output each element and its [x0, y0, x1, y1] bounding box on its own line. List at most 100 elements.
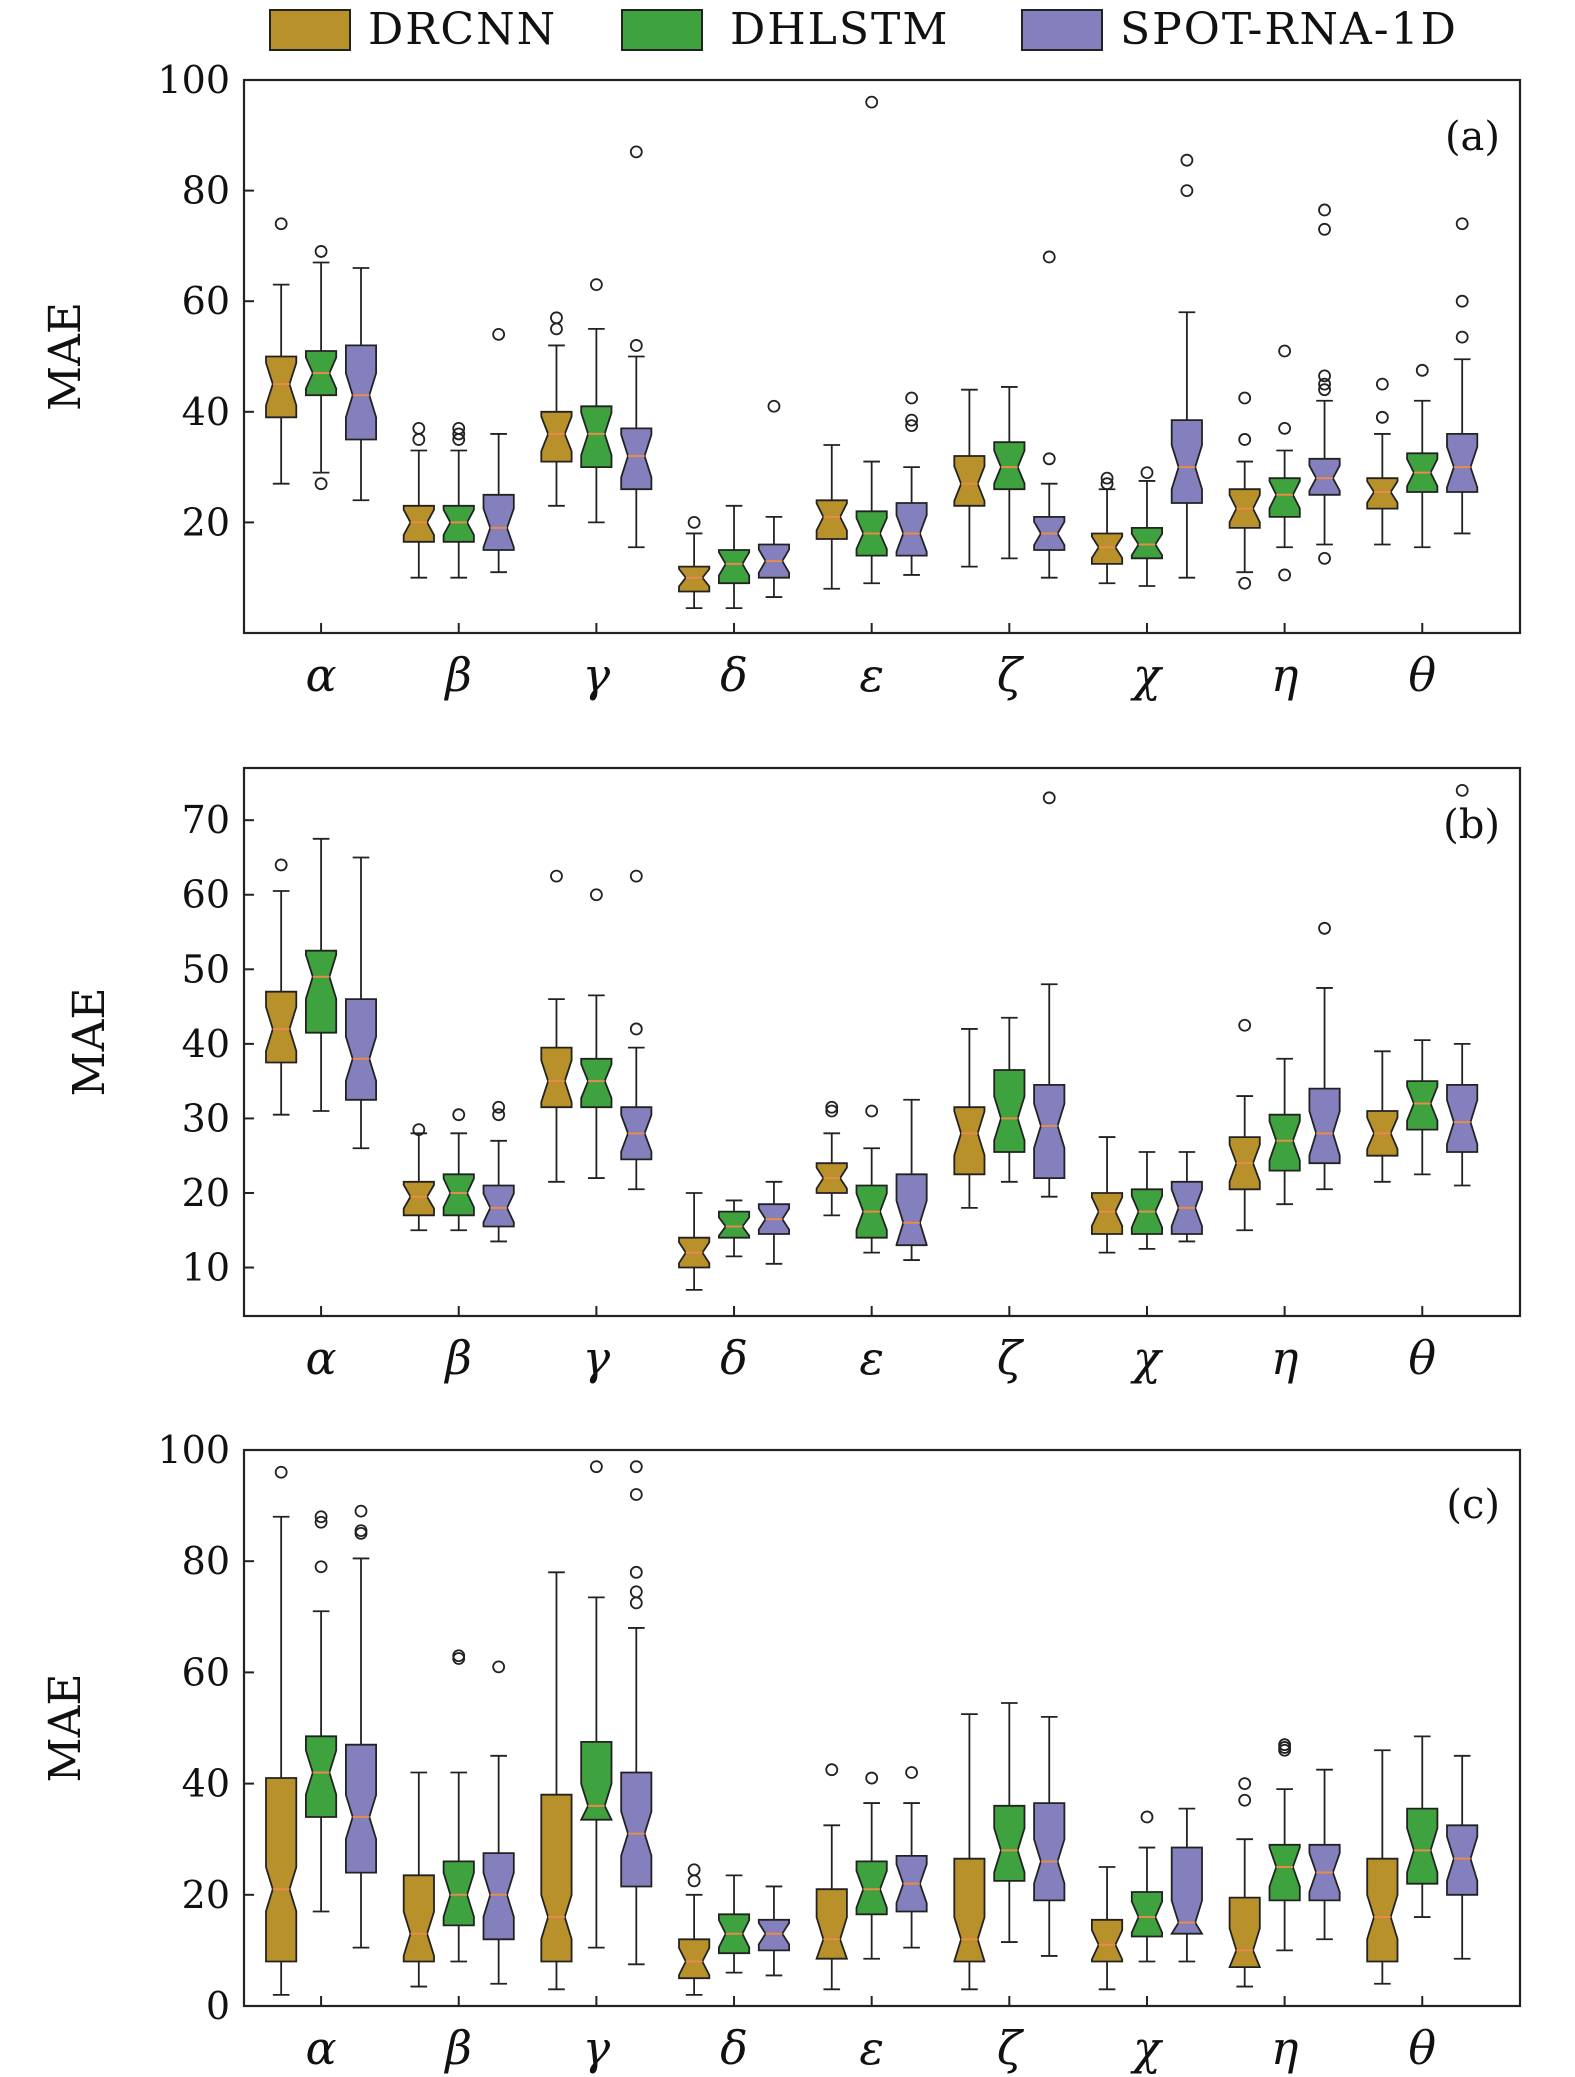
box-drcnn-4: [815, 1100, 848, 1217]
outlier-point: [452, 427, 466, 441]
box-spot-rna-1d-8: [1446, 217, 1479, 535]
box-drcnn-4: [815, 1763, 849, 1991]
outlier-point: [1318, 921, 1331, 935]
box-drcnn-5: [953, 1028, 986, 1209]
outlier-point: [550, 869, 563, 883]
outlier-point: [589, 278, 603, 292]
x-tick-label: δ: [720, 648, 748, 702]
y-axis-label: MAE: [40, 302, 91, 411]
box-drcnn-6: [1091, 1866, 1124, 1991]
x-tick-label: γ: [583, 648, 611, 702]
box-body: [1268, 477, 1301, 518]
box-body: [265, 1777, 298, 1963]
box-body: [482, 493, 515, 551]
outlier-point: [1375, 377, 1389, 391]
outlier-point: [1140, 466, 1154, 480]
legend-swatch-dhlstm: [621, 9, 703, 51]
outlier-point: [274, 217, 288, 231]
box-dhlstm-7: [1268, 1057, 1301, 1206]
box-dhlstm-2: [580, 278, 613, 524]
y-tick-label: 100: [157, 1428, 230, 1472]
box-drcnn-1: [402, 1771, 435, 1988]
outlier-point: [1180, 184, 1194, 198]
outlier-point: [1238, 576, 1252, 590]
outlier-point: [1318, 377, 1331, 391]
outlier-point: [492, 1108, 506, 1122]
box-dhlstm-6: [1130, 466, 1163, 587]
y-tick-label: 10: [182, 1246, 230, 1290]
box-body: [1130, 527, 1163, 560]
box-drcnn-6: [1091, 1136, 1124, 1254]
box-dhlstm-1: [442, 1649, 475, 1963]
outlier-point: [354, 1524, 368, 1538]
box-body: [580, 405, 613, 469]
outlier-point: [629, 1460, 643, 1474]
legend-label: DRCNN: [368, 4, 557, 55]
box-spot-rna-1d-6: [1170, 1807, 1204, 1963]
x-tick-label: η: [1271, 1331, 1299, 1385]
outlier-point: [492, 1100, 506, 1114]
box-spot-rna-1d-8: [1446, 1754, 1479, 1960]
box-drcnn-2: [540, 1571, 573, 1991]
box-spot-rna-1d-1: [482, 1660, 515, 1985]
box-spot-rna-1d-0: [344, 856, 378, 1150]
y-tick-label: 30: [182, 1096, 230, 1140]
outlier-point: [314, 1560, 328, 1574]
y-tick-label: 20: [182, 500, 230, 544]
outlier-point: [452, 1649, 466, 1663]
box-body: [620, 1771, 653, 1888]
box-dhlstm-8: [1406, 363, 1439, 549]
box-drcnn-5: [953, 388, 986, 568]
box-body: [678, 565, 711, 593]
outlier-point: [492, 327, 506, 341]
box-body: [1406, 1080, 1439, 1131]
outlier-point: [905, 391, 918, 405]
box-body: [1406, 1807, 1439, 1885]
box-body: [265, 990, 298, 1064]
box-spot-rna-1d-8: [1446, 783, 1479, 1187]
box-spot-rna-1d-0: [344, 267, 378, 502]
box-drcnn-6: [1091, 471, 1124, 585]
outlier-point: [550, 322, 563, 336]
box-body: [1308, 457, 1341, 496]
box-body: [1268, 1113, 1301, 1172]
outlier-point: [1318, 369, 1331, 383]
box-body: [1091, 1918, 1124, 1963]
box-body: [1170, 419, 1203, 504]
box-drcnn-1: [402, 421, 435, 579]
outlier-point: [629, 869, 643, 883]
box-body: [265, 355, 298, 419]
box-body: [620, 427, 653, 491]
outlier-point: [1238, 433, 1252, 446]
box-body: [1033, 1802, 1066, 1902]
outlier-point: [1238, 1793, 1252, 1807]
box-dhlstm-4: [855, 1104, 888, 1254]
box-body: [757, 1918, 790, 1952]
box-dhlstm-5: [993, 386, 1026, 560]
box-spot-rna-1d-3: [757, 1885, 790, 1977]
outlier-point: [687, 516, 701, 529]
box-body: [482, 1852, 515, 1941]
box-dhlstm-2: [580, 888, 613, 1179]
box-drcnn-2: [540, 869, 573, 1183]
x-tick-label: α: [306, 648, 337, 702]
outlier-point: [1238, 1777, 1252, 1790]
y-tick-label: 20: [182, 1873, 230, 1917]
x-tick-label: α: [306, 2021, 337, 2075]
x-tick-label: ζ: [997, 1331, 1025, 1385]
box-body: [953, 455, 986, 507]
x-tick-label: ζ: [997, 2021, 1025, 2075]
outlier-point: [767, 399, 781, 413]
box-dhlstm-6: [1130, 1810, 1163, 1963]
legend-label: DHLSTM: [730, 4, 949, 55]
outlier-point: [865, 95, 879, 109]
box-body: [442, 1173, 475, 1217]
y-tick-label: 80: [182, 1539, 230, 1583]
box-drcnn-1: [402, 1123, 435, 1232]
box-body: [402, 1180, 435, 1217]
x-tick-label: α: [306, 1331, 337, 1385]
box-spot-rna-1d-5: [1033, 791, 1066, 1198]
box-drcnn-0: [265, 1465, 298, 1996]
